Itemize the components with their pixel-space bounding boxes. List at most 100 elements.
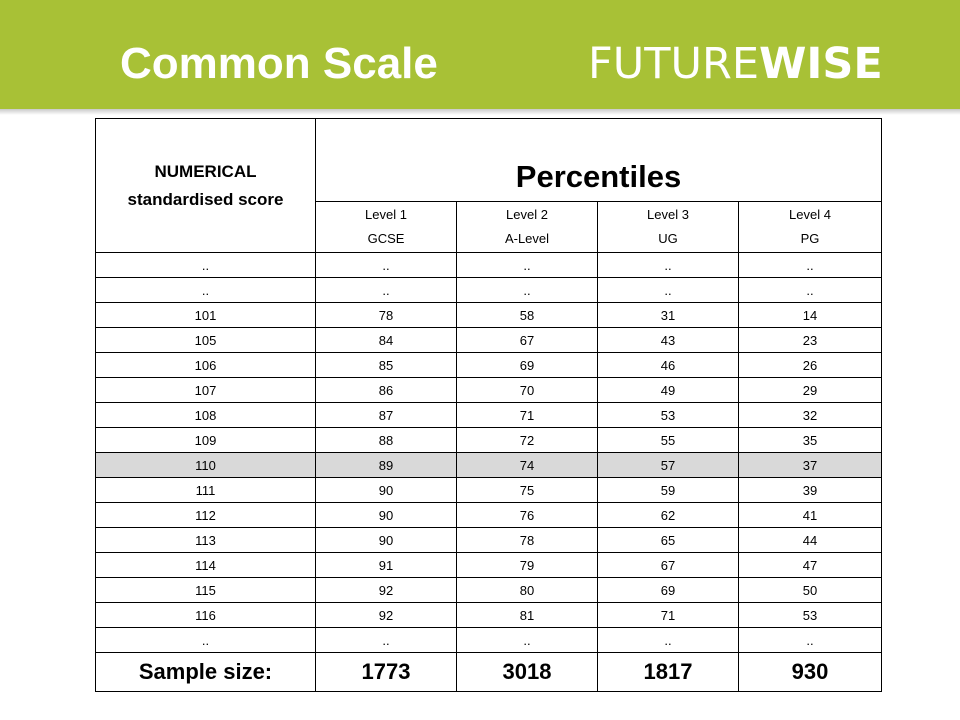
score-cell: 111 [95, 477, 316, 503]
percentile-cell: 32 [738, 402, 882, 428]
table-row: 112 90 76 62 41 [95, 502, 882, 528]
score-cell: 116 [95, 602, 316, 628]
sample-size-level-3: 1817 [597, 652, 739, 692]
percentile-cell: 74 [456, 452, 598, 478]
percentile-cell: 59 [597, 477, 739, 503]
percentile-cell: 62 [597, 502, 739, 528]
page-title: Common Scale [120, 39, 438, 88]
score-cell: 113 [95, 527, 316, 553]
table-row: 110 89 74 57 37 [95, 452, 882, 478]
table-row: .......... [95, 252, 882, 278]
score-cell: .. [95, 627, 316, 653]
score-cell: 109 [95, 427, 316, 453]
percentile-cell: 69 [597, 577, 739, 603]
score-cell: .. [95, 252, 316, 278]
percentile-cell: 78 [456, 527, 598, 553]
percentile-cell: .. [456, 277, 598, 303]
level-sub: A-Level [504, 231, 550, 246]
level-name: Level 2 [506, 207, 548, 222]
percentile-cell: .. [315, 252, 457, 278]
header-banner: Common Scale FUTUREWISE [0, 0, 960, 109]
percentile-cell: 81 [456, 602, 598, 628]
percentile-cell: 76 [456, 502, 598, 528]
logo-text-bold: WISE [759, 39, 883, 89]
percentile-cell: 31 [597, 302, 739, 328]
percentile-cell: 23 [738, 327, 882, 353]
percentile-cell: 84 [315, 327, 457, 353]
percentile-cell: 65 [597, 527, 739, 553]
percentile-cell: 55 [597, 427, 739, 453]
table-row: 106 85 69 46 26 [95, 352, 882, 378]
level-header-4: Level 4 PG [738, 201, 882, 253]
level-header-2: Level 2 A-Level [456, 201, 598, 253]
percentile-cell: 86 [315, 377, 457, 403]
table-row: 115 92 80 69 50 [95, 577, 882, 603]
logo-text-light: FUTURE [588, 39, 759, 89]
score-cell: 107 [95, 377, 316, 403]
percentile-cell: 90 [315, 502, 457, 528]
percentile-cell: 90 [315, 527, 457, 553]
percentile-cell: .. [456, 627, 598, 653]
percentile-cell: 92 [315, 577, 457, 603]
table-row: 101 78 58 31 14 [95, 302, 882, 328]
table-row: .......... [95, 627, 882, 653]
score-cell: 106 [95, 352, 316, 378]
level-sub: UG [658, 231, 678, 246]
percentile-cell: .. [597, 277, 739, 303]
percentile-cell: .. [315, 627, 457, 653]
percentile-cell: 41 [738, 502, 882, 528]
percentile-cell: 79 [456, 552, 598, 578]
score-cell: 110 [95, 452, 316, 478]
percentile-cell: 26 [738, 352, 882, 378]
score-cell: 114 [95, 552, 316, 578]
percentile-cell: .. [738, 277, 882, 303]
percentile-cell: 70 [456, 377, 598, 403]
sample-size-label: Sample size: [95, 652, 316, 692]
percentile-cell: 78 [315, 302, 457, 328]
sample-size-level-1: 1773 [315, 652, 457, 692]
percentile-cell: 85 [315, 352, 457, 378]
percentile-cell: 88 [315, 427, 457, 453]
common-scale-table: NUMERICAL standardised score Percentiles… [95, 118, 882, 692]
table-row: 105 84 67 43 23 [95, 327, 882, 353]
banner-shadow [0, 109, 960, 115]
percentile-cell: 49 [597, 377, 739, 403]
percentile-cell: .. [597, 252, 739, 278]
percentile-cell: 75 [456, 477, 598, 503]
score-header-line1: NUMERICAL [154, 161, 257, 181]
percentile-cell: 67 [456, 327, 598, 353]
level-sub: PG [800, 231, 820, 246]
table-row: .......... [95, 277, 882, 303]
percentile-cell: 44 [738, 527, 882, 553]
table-row: 109 88 72 55 35 [95, 427, 882, 453]
level-name: Level 3 [647, 207, 689, 222]
percentile-cell: .. [738, 627, 882, 653]
score-column-header: NUMERICAL standardised score [95, 118, 316, 253]
percentile-cell: 39 [738, 477, 882, 503]
sample-size-level-2: 3018 [456, 652, 598, 692]
futurewise-logo: FUTUREWISE [588, 40, 883, 88]
percentile-cell: 53 [597, 402, 739, 428]
percentile-cell: 67 [597, 552, 739, 578]
table-row: 113 90 78 65 44 [95, 527, 882, 553]
percentile-cell: 29 [738, 377, 882, 403]
percentile-cell: 71 [456, 402, 598, 428]
score-cell: 105 [95, 327, 316, 353]
percentile-cell: 53 [738, 602, 882, 628]
percentile-cell: 71 [597, 602, 739, 628]
score-cell: 108 [95, 402, 316, 428]
percentile-cell: .. [597, 627, 739, 653]
score-cell: 101 [95, 302, 316, 328]
percentiles-header: Percentiles [315, 118, 882, 202]
table-row: 111 90 75 59 39 [95, 477, 882, 503]
score-cell: 112 [95, 502, 316, 528]
percentile-cell: .. [738, 252, 882, 278]
table-row: 108 87 71 53 32 [95, 402, 882, 428]
percentile-cell: 46 [597, 352, 739, 378]
percentile-cell: .. [456, 252, 598, 278]
score-header-line2: standardised score [127, 189, 284, 209]
percentile-cell: 47 [738, 552, 882, 578]
percentile-cell: 37 [738, 452, 882, 478]
score-cell: 115 [95, 577, 316, 603]
level-header-1: Level 1 GCSE [315, 201, 457, 253]
